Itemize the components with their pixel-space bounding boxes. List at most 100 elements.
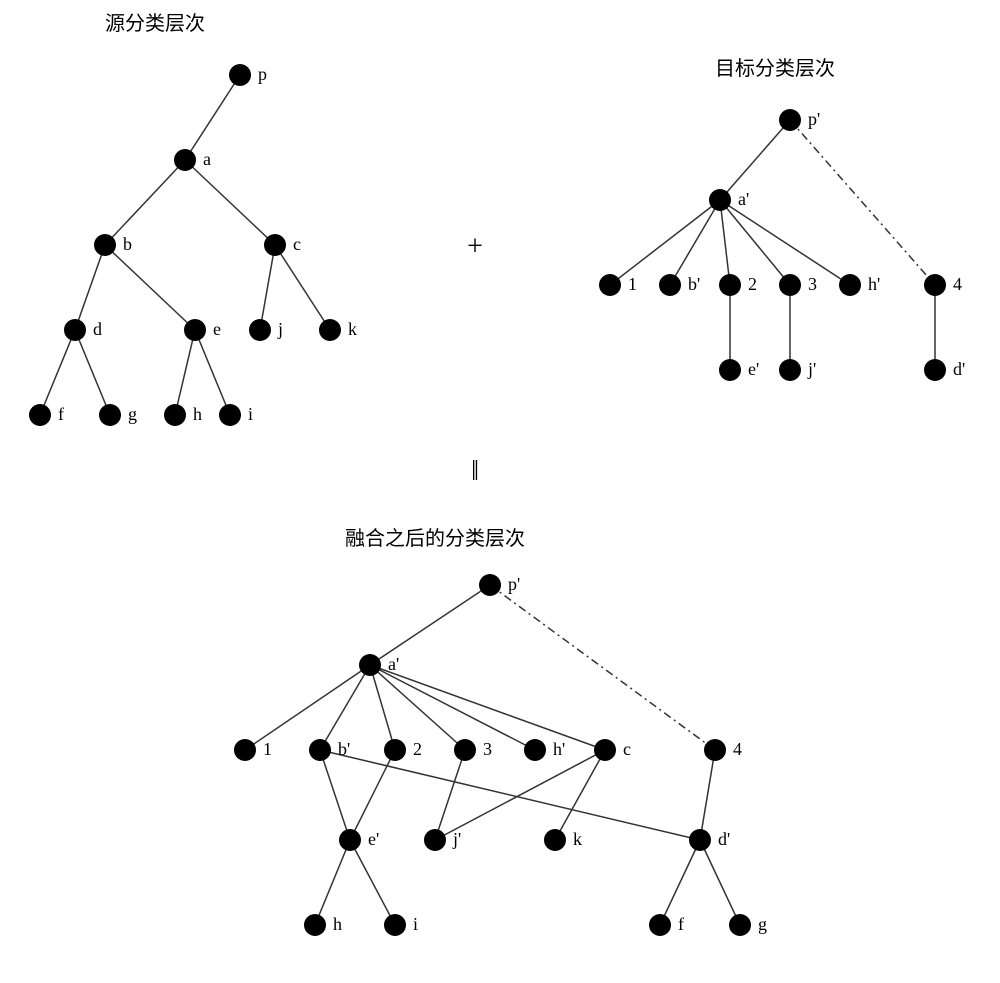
tree-node	[544, 829, 566, 851]
tree-node	[424, 829, 446, 851]
tree-edge	[315, 840, 350, 925]
tree-node-label: 4	[953, 274, 962, 294]
tree-node	[164, 404, 186, 426]
tree-node-label: j	[277, 319, 283, 339]
tree-node-label: k	[348, 319, 357, 339]
tree-node	[924, 359, 946, 381]
tree-node	[264, 234, 286, 256]
tree-node-label: c	[293, 234, 301, 254]
tree-node-label: 4	[733, 739, 742, 759]
tree-node	[249, 319, 271, 341]
tree-node-label: p	[258, 64, 267, 84]
tree-edge	[195, 330, 230, 415]
tree-node-label: b'	[338, 739, 350, 759]
tree-node	[839, 274, 861, 296]
tree-title: 目标分类层次	[715, 57, 835, 80]
tree-edge	[75, 330, 110, 415]
tree-edge-dashed	[490, 585, 715, 750]
tree-node-label: j'	[452, 829, 461, 849]
tree-node-label: b	[123, 234, 132, 254]
tree-node-label: 2	[748, 274, 757, 294]
tree-node	[64, 319, 86, 341]
tree-node	[384, 739, 406, 761]
tree-edge	[370, 665, 395, 750]
tree-node	[599, 274, 621, 296]
tree-node	[779, 359, 801, 381]
tree-group: p'a'1b'23h'c4e'j'kd'hifg融合之后的分类层次	[234, 527, 767, 936]
tree-node	[219, 404, 241, 426]
diagram-canvas: pabcdejkfghi源分类层次p'a'1b'23h'4e'j'd'目标分类层…	[0, 0, 1000, 983]
tree-node	[174, 149, 196, 171]
tree-edge	[320, 665, 370, 750]
tree-edge	[40, 330, 75, 415]
tree-edge	[370, 665, 535, 750]
tree-node-label: d'	[718, 829, 730, 849]
tree-node	[184, 319, 206, 341]
tree-edge	[105, 160, 185, 245]
tree-node	[384, 914, 406, 936]
tree-edge	[350, 840, 395, 925]
tree-node-label: j'	[807, 359, 816, 379]
tree-edge	[370, 585, 490, 665]
tree-node	[709, 189, 731, 211]
tree-node-label: e'	[368, 829, 379, 849]
tree-node	[779, 274, 801, 296]
tree-node-label: k	[573, 829, 582, 849]
tree-node-label: e	[213, 319, 221, 339]
tree-node-label: 1	[628, 274, 637, 294]
tree-edge	[370, 665, 605, 750]
tree-title: 融合之后的分类层次	[345, 527, 525, 550]
tree-group: pabcdejkfghi源分类层次	[29, 12, 357, 426]
tree-node-label: a'	[388, 654, 399, 674]
tree-edge	[720, 200, 850, 285]
tree-edge	[105, 245, 195, 330]
plus-operator: +	[467, 231, 483, 262]
tree-edge	[700, 750, 715, 840]
tree-edge	[245, 665, 370, 750]
tree-node	[309, 739, 331, 761]
tree-node-label: 1	[263, 739, 272, 759]
tree-node-label: p'	[508, 574, 520, 594]
tree-node-label: f	[678, 914, 684, 934]
tree-node-label: 3	[483, 739, 492, 759]
tree-node	[479, 574, 501, 596]
tree-edge	[670, 200, 720, 285]
tree-node-label: c	[623, 739, 631, 759]
tree-node	[779, 109, 801, 131]
tree-edge	[660, 840, 700, 925]
tree-edge	[720, 200, 730, 285]
tree-node-label: g	[758, 914, 767, 934]
tree-node-label: 3	[808, 274, 817, 294]
tree-node	[729, 914, 751, 936]
tree-edge	[75, 245, 105, 330]
tree-node-label: a'	[738, 189, 749, 209]
tree-edge	[185, 75, 240, 160]
tree-node-label: b'	[688, 274, 700, 294]
tree-node	[924, 274, 946, 296]
tree-node-label: g	[128, 404, 137, 424]
tree-edge	[370, 665, 465, 750]
tree-node-label: 2	[413, 739, 422, 759]
tree-node	[524, 739, 546, 761]
tree-node	[704, 739, 726, 761]
tree-node	[594, 739, 616, 761]
tree-node	[99, 404, 121, 426]
equals-operator: ‖	[471, 456, 479, 487]
tree-node-label: d'	[953, 359, 965, 379]
tree-node-label: e'	[748, 359, 759, 379]
tree-edge	[175, 330, 195, 415]
tree-title: 源分类层次	[105, 12, 205, 35]
tree-node	[454, 739, 476, 761]
tree-node	[339, 829, 361, 851]
tree-node	[234, 739, 256, 761]
tree-node-label: f	[58, 404, 64, 424]
tree-edge	[275, 245, 330, 330]
tree-edge	[610, 200, 720, 285]
tree-node-label: i	[413, 914, 418, 934]
tree-node	[659, 274, 681, 296]
tree-node	[94, 234, 116, 256]
tree-node	[649, 914, 671, 936]
tree-node	[719, 274, 741, 296]
tree-edge	[260, 245, 275, 330]
tree-edge	[320, 750, 350, 840]
